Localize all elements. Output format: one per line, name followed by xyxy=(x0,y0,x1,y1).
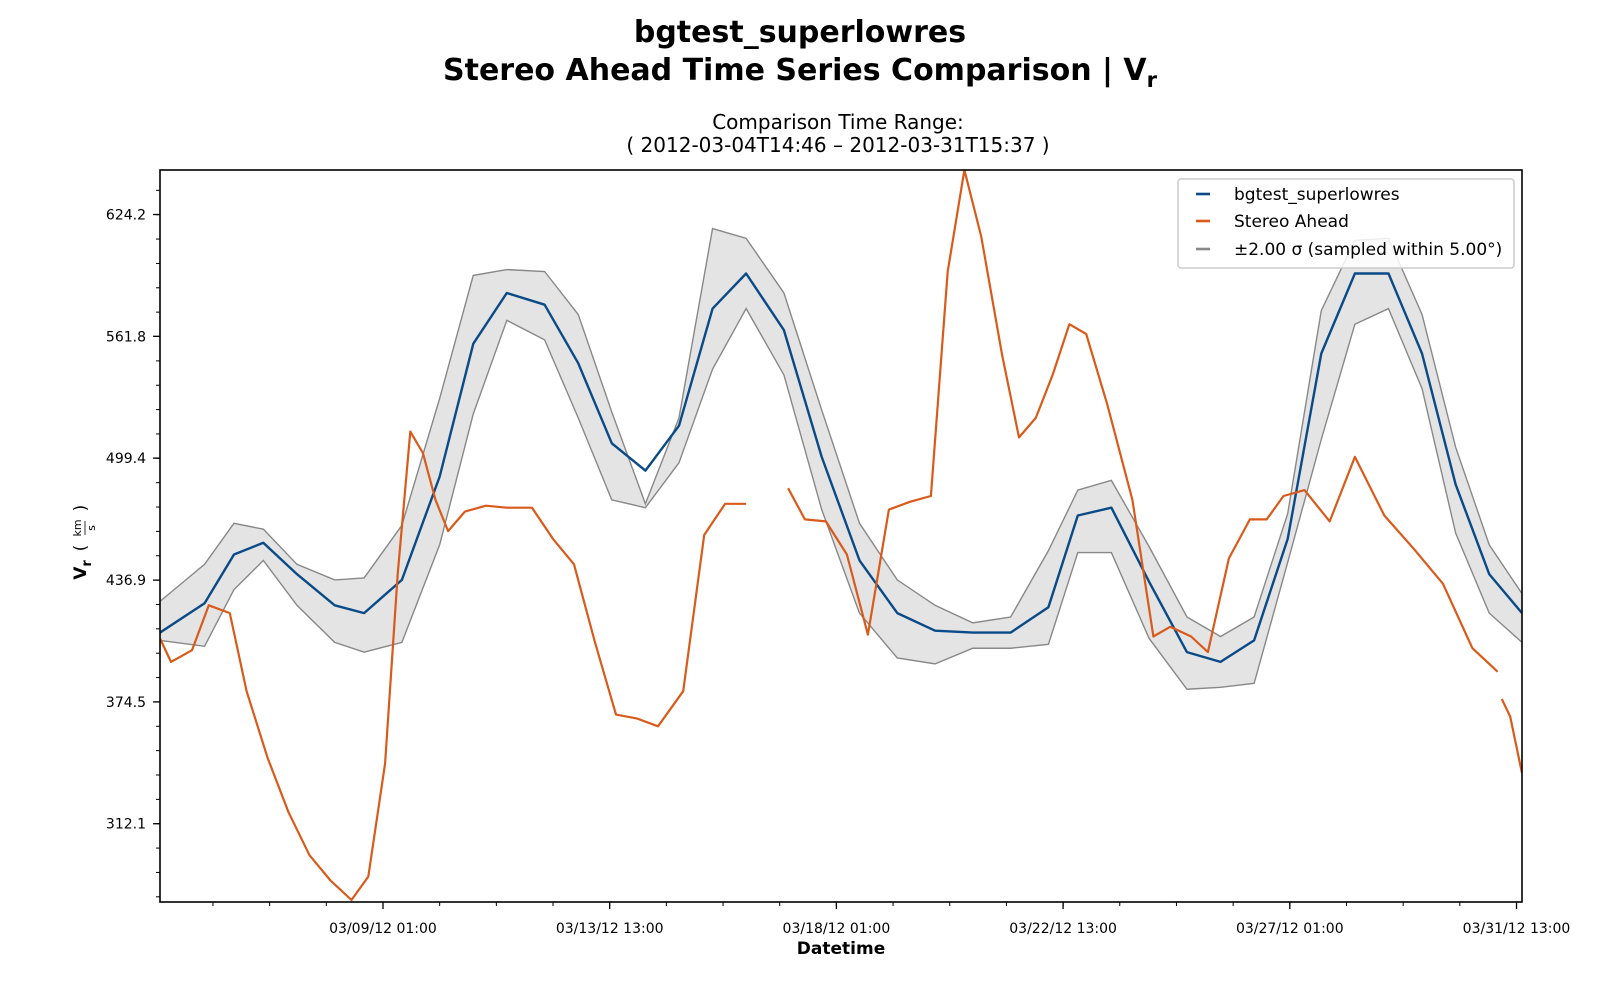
series-line-observed-segment-1 xyxy=(787,170,1499,673)
x-tick-label: 03/18/12 01:00 xyxy=(783,921,891,937)
x-axis-label: Datetime xyxy=(797,939,885,959)
y-axis-label-close-paren: ) xyxy=(71,505,91,512)
y-axis-label-subscript: r xyxy=(80,560,95,567)
chart-subtitle-sub: r xyxy=(1147,68,1158,92)
axes-title-line1: Comparison Time Range: xyxy=(712,110,964,134)
legend-label-uncertainty-band: ±2.00 σ (sampled within 5.00°) xyxy=(1234,240,1502,260)
chart-subtitle: Stereo Ahead Time Series Comparison | Vr xyxy=(443,53,1158,92)
series-line-observed-segment-0 xyxy=(160,430,747,902)
axes-frame xyxy=(159,169,1523,903)
x-tick-label: 03/13/12 13:00 xyxy=(556,921,664,937)
uncertainty-band-fill xyxy=(160,228,1522,690)
y-axis-label-symbol: V xyxy=(71,566,91,580)
uncertainty-band-upper-edge xyxy=(160,227,1522,638)
legend: bgtest_superlowres Stereo Ahead ±2.00 σ … xyxy=(1177,178,1515,269)
y-axis-label-main: Vr xyxy=(71,560,95,580)
y-tick-label: 561.8 xyxy=(106,329,146,345)
axes-title-line2: ( 2012-03-04T14:46 – 2012-03-31T15:37 ) xyxy=(626,133,1049,157)
legend-label-observed: Stereo Ahead xyxy=(1234,212,1349,232)
x-tick-label: 03/27/12 01:00 xyxy=(1236,921,1344,937)
y-tick-label: 374.5 xyxy=(106,695,146,711)
series-line-model xyxy=(160,272,1522,664)
axis-ticks: 624.2 561.8 499.4 436.9 374.5 312.1 03/09/12 0… xyxy=(106,189,1571,937)
y-tick-label: 312.1 xyxy=(106,817,146,833)
y-axis-label: Vr ( km s ) xyxy=(71,505,98,580)
y-tick-label: 499.4 xyxy=(106,451,146,467)
legend-label-model: bgtest_superlowres xyxy=(1234,185,1400,205)
x-tick-label: 03/22/12 13:00 xyxy=(1009,921,1117,937)
series-line-observed-segment-2 xyxy=(1500,698,1522,774)
x-tick-label: 03/31/12 13:00 xyxy=(1463,921,1571,937)
legend-frame xyxy=(1177,178,1515,269)
plot-area xyxy=(160,170,1522,902)
y-axis-unit-denominator: s xyxy=(85,525,98,531)
y-axis-label-open-paren: ( xyxy=(71,545,91,552)
uncertainty-band-lower-edge xyxy=(160,307,1522,690)
y-axis-unit-numerator: km xyxy=(71,519,84,536)
x-tick-label: 03/09/12 01:00 xyxy=(329,921,437,937)
y-tick-label: 436.9 xyxy=(106,573,146,589)
chart-subtitle-main: Stereo Ahead Time Series Comparison | V xyxy=(443,53,1147,88)
chart-title: bgtest_superlowres xyxy=(634,15,966,50)
y-tick-label: 624.2 xyxy=(106,208,146,224)
